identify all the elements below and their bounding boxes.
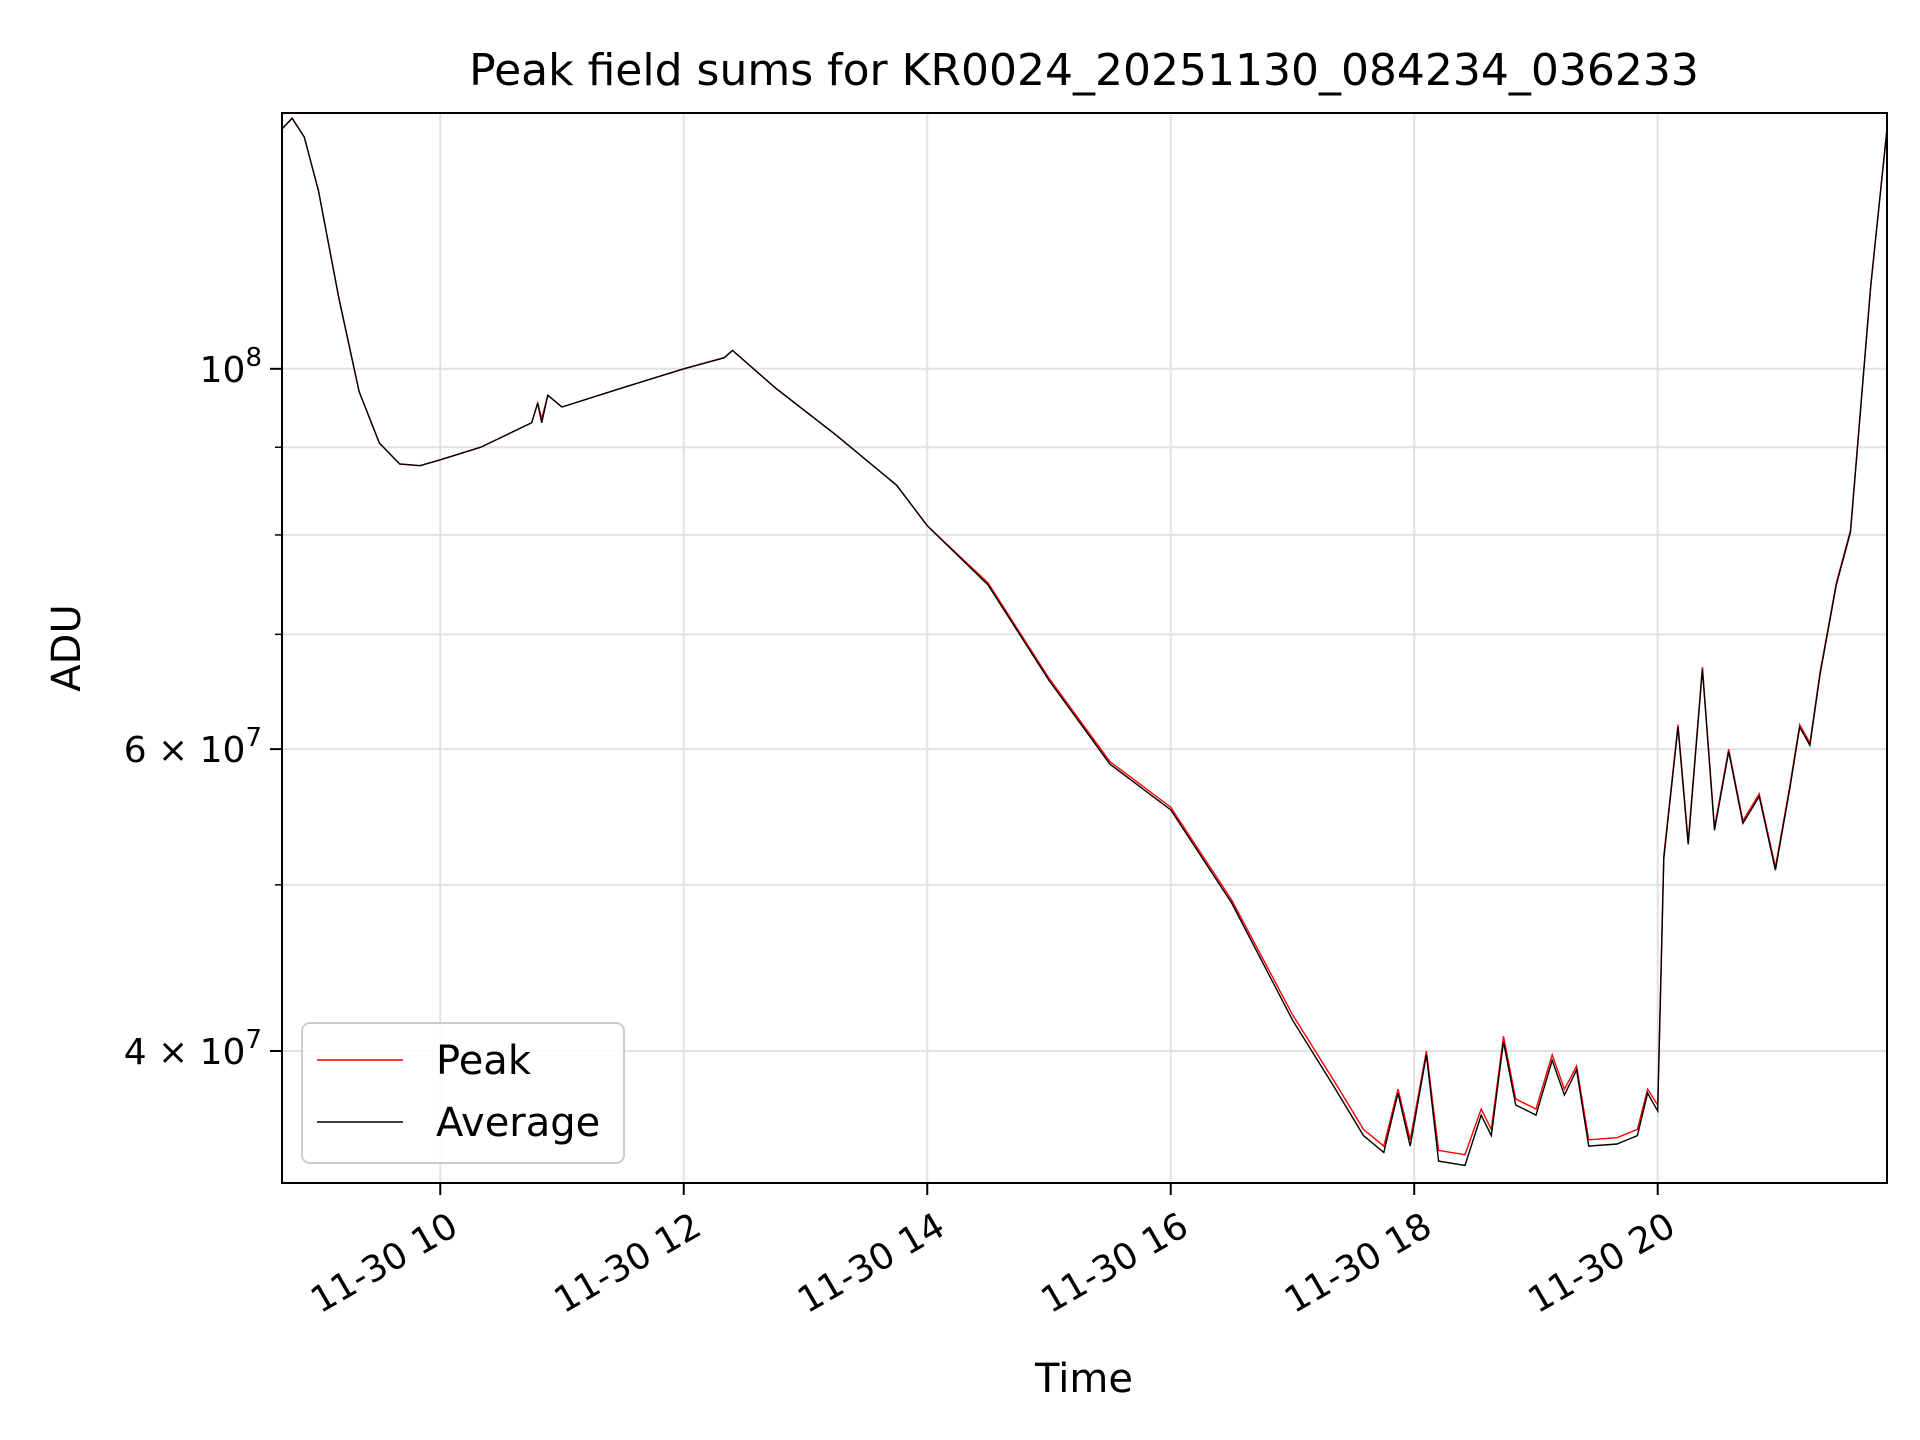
y-axis-ticks: 4 × 107 6 × 107 108 (124, 343, 282, 1073)
series-line-average (281, 117, 1888, 1167)
chart-title: Peak field sums for KR0024_20251130_0842… (469, 45, 1699, 96)
plot-lines (281, 117, 1888, 1167)
y-tick-label: 4 × 107 (124, 1025, 262, 1073)
x-axis-label: Time (1034, 1356, 1133, 1402)
y-axis-label: ADU (44, 604, 90, 691)
y-tick-label: 6 × 107 (124, 723, 262, 771)
legend-box (301, 1022, 625, 1164)
legend-label-average: Average (436, 1100, 600, 1146)
legend: Peak Average (301, 1022, 625, 1164)
legend-label-peak: Peak (436, 1038, 532, 1084)
y-tick-label: 108 (200, 343, 262, 391)
grid-lines (282, 113, 1887, 1183)
plot-frame (281, 112, 1888, 1184)
